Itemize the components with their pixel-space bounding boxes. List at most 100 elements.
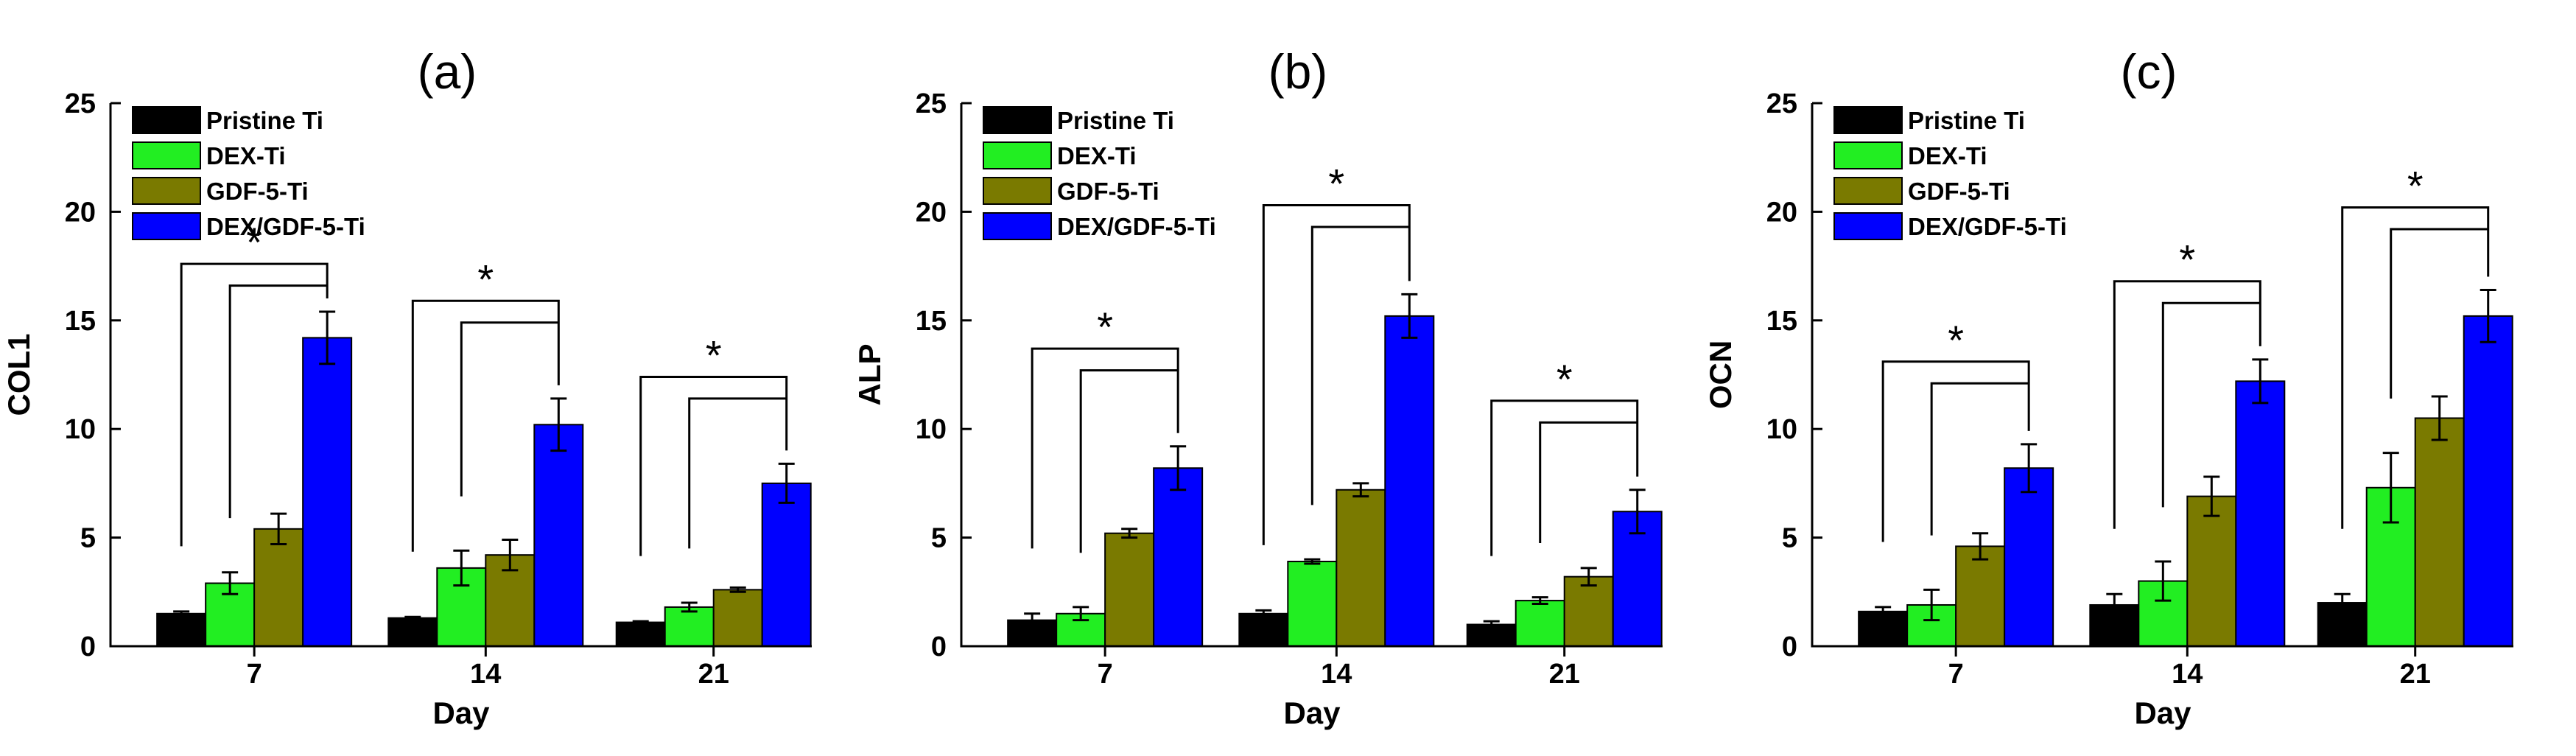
y-tick-label: 10 bbox=[916, 414, 947, 445]
legend-swatch bbox=[132, 141, 201, 169]
y-tick-label: 15 bbox=[1766, 306, 1797, 337]
significance-marker: * bbox=[2407, 163, 2424, 209]
x-tick-label: 7 bbox=[1948, 659, 1964, 690]
significance-bracket-outer bbox=[1881, 360, 2030, 542]
axis-frame bbox=[109, 103, 812, 648]
x-axis-label: Day bbox=[1283, 696, 1341, 730]
bar bbox=[1515, 600, 1565, 647]
significance-bracket-inner bbox=[1539, 421, 1638, 543]
bar bbox=[253, 528, 304, 647]
x-axis-label: Day bbox=[432, 696, 490, 730]
y-tick-label: 0 bbox=[931, 631, 947, 662]
significance-bracket-inner bbox=[1079, 369, 1179, 553]
significance-bracket-outer bbox=[2341, 206, 2490, 529]
y-axis-label: OCN bbox=[1703, 340, 1738, 409]
bar bbox=[1955, 545, 2006, 648]
legend-label: Pristine Ti bbox=[1057, 107, 1174, 134]
bar bbox=[2463, 315, 2513, 647]
significance-marker: * bbox=[1097, 304, 1113, 350]
legend-swatch bbox=[1833, 106, 1903, 134]
bar bbox=[2186, 495, 2237, 648]
significance-marker: * bbox=[1948, 317, 1964, 363]
bar bbox=[1287, 561, 1338, 648]
bar bbox=[664, 606, 715, 647]
y-tick-label: 5 bbox=[931, 523, 947, 554]
y-tick-label: 25 bbox=[916, 88, 947, 119]
panel-0: (a) 0 5 10 15 20 25 COL1 7 * 14 * 21 * Day Pristine Ti D… bbox=[1, 44, 812, 730]
x-tick-label: 7 bbox=[247, 659, 262, 690]
legend-swatch bbox=[1833, 141, 1903, 169]
significance-marker: * bbox=[477, 256, 494, 302]
bar bbox=[1336, 489, 1386, 648]
bar bbox=[302, 337, 353, 647]
legend-label: DEX-Ti bbox=[206, 142, 286, 169]
significance-bracket-inner bbox=[2390, 228, 2488, 399]
bar bbox=[1563, 575, 1614, 647]
legend-swatch bbox=[983, 212, 1052, 240]
x-tick-label: 21 bbox=[698, 659, 729, 690]
axis-frame bbox=[1811, 103, 2513, 648]
significance-bracket-outer bbox=[639, 375, 788, 556]
bar bbox=[1104, 532, 1155, 647]
legend-label: GDF-5-Ti bbox=[1908, 178, 2010, 205]
legend-label: DEX-Ti bbox=[1908, 142, 1987, 169]
bar bbox=[1238, 612, 1289, 648]
x-tick-label: 14 bbox=[2172, 659, 2203, 690]
legend-label: DEX-Ti bbox=[1057, 142, 1137, 169]
legend-label: GDF-5-Ti bbox=[1057, 178, 1159, 205]
legend-swatch bbox=[983, 141, 1052, 169]
panel-title: (b) bbox=[1268, 44, 1328, 99]
legend-label: Pristine Ti bbox=[1908, 107, 2025, 134]
significance-bracket-outer bbox=[2113, 280, 2261, 529]
y-axis-label: COL1 bbox=[1, 333, 36, 416]
legend-swatch bbox=[1833, 177, 1903, 205]
axis-frame bbox=[960, 103, 1663, 648]
y-tick-label: 15 bbox=[916, 306, 947, 337]
significance-bracket-inner bbox=[1930, 382, 2029, 536]
legend-swatch bbox=[132, 106, 201, 134]
legend-label: Pristine Ti bbox=[206, 107, 323, 134]
significance-marker: * bbox=[246, 219, 262, 265]
x-tick-label: 21 bbox=[1549, 659, 1580, 690]
legend: Pristine Ti DEX-Ti GDF-5-Ti DEX/GDF-5-Ti bbox=[983, 106, 1216, 240]
bar bbox=[387, 617, 438, 648]
bar bbox=[615, 621, 666, 648]
legend-label: GDF-5-Ti bbox=[206, 178, 309, 205]
panel-title: (c) bbox=[2120, 44, 2177, 99]
bar bbox=[156, 612, 207, 648]
y-tick-label: 25 bbox=[1766, 88, 1797, 119]
bar bbox=[2004, 467, 2054, 647]
bar bbox=[1153, 467, 1204, 647]
significance-marker: * bbox=[1328, 161, 1344, 207]
legend-swatch bbox=[983, 177, 1052, 205]
legend-label: DEX/GDF-5-Ti bbox=[1908, 213, 2067, 240]
significance-bracket-inner bbox=[688, 397, 787, 549]
legend-swatch bbox=[132, 212, 201, 240]
panel-1: (b) 0 5 10 15 20 25 ALP 7 * 14 * 21 * Day Pristine Ti DE… bbox=[852, 44, 1663, 730]
y-tick-label: 20 bbox=[1766, 197, 1797, 228]
legend-label: DEX/GDF-5-Ti bbox=[206, 213, 365, 240]
significance-bracket-inner bbox=[228, 284, 328, 519]
bar bbox=[2414, 417, 2465, 648]
x-tick-label: 21 bbox=[2400, 659, 2431, 690]
y-tick-label: 0 bbox=[80, 631, 96, 662]
x-tick-label: 7 bbox=[1098, 659, 1113, 690]
significance-bracket-outer bbox=[1031, 347, 1179, 549]
legend-swatch bbox=[132, 177, 201, 205]
y-tick-label: 15 bbox=[65, 306, 96, 337]
x-axis-label: Day bbox=[2134, 696, 2191, 730]
significance-bracket-inner bbox=[1310, 225, 1410, 505]
x-tick-label: 14 bbox=[470, 659, 501, 690]
y-tick-label: 10 bbox=[1766, 414, 1797, 445]
significance-bracket-inner bbox=[2161, 301, 2261, 508]
legend-label: DEX/GDF-5-Ti bbox=[1057, 213, 1216, 240]
x-tick-label: 14 bbox=[1321, 659, 1352, 690]
bar bbox=[761, 482, 812, 648]
significance-bracket-outer bbox=[411, 299, 560, 552]
y-tick-label: 20 bbox=[916, 197, 947, 228]
legend: Pristine Ti DEX-Ti GDF-5-Ti DEX/GDF-5-Ti bbox=[1833, 106, 2067, 240]
significance-marker: * bbox=[2179, 237, 2195, 283]
y-tick-label: 5 bbox=[80, 523, 96, 554]
y-tick-label: 5 bbox=[1782, 523, 1797, 554]
significance-bracket-outer bbox=[180, 262, 329, 547]
